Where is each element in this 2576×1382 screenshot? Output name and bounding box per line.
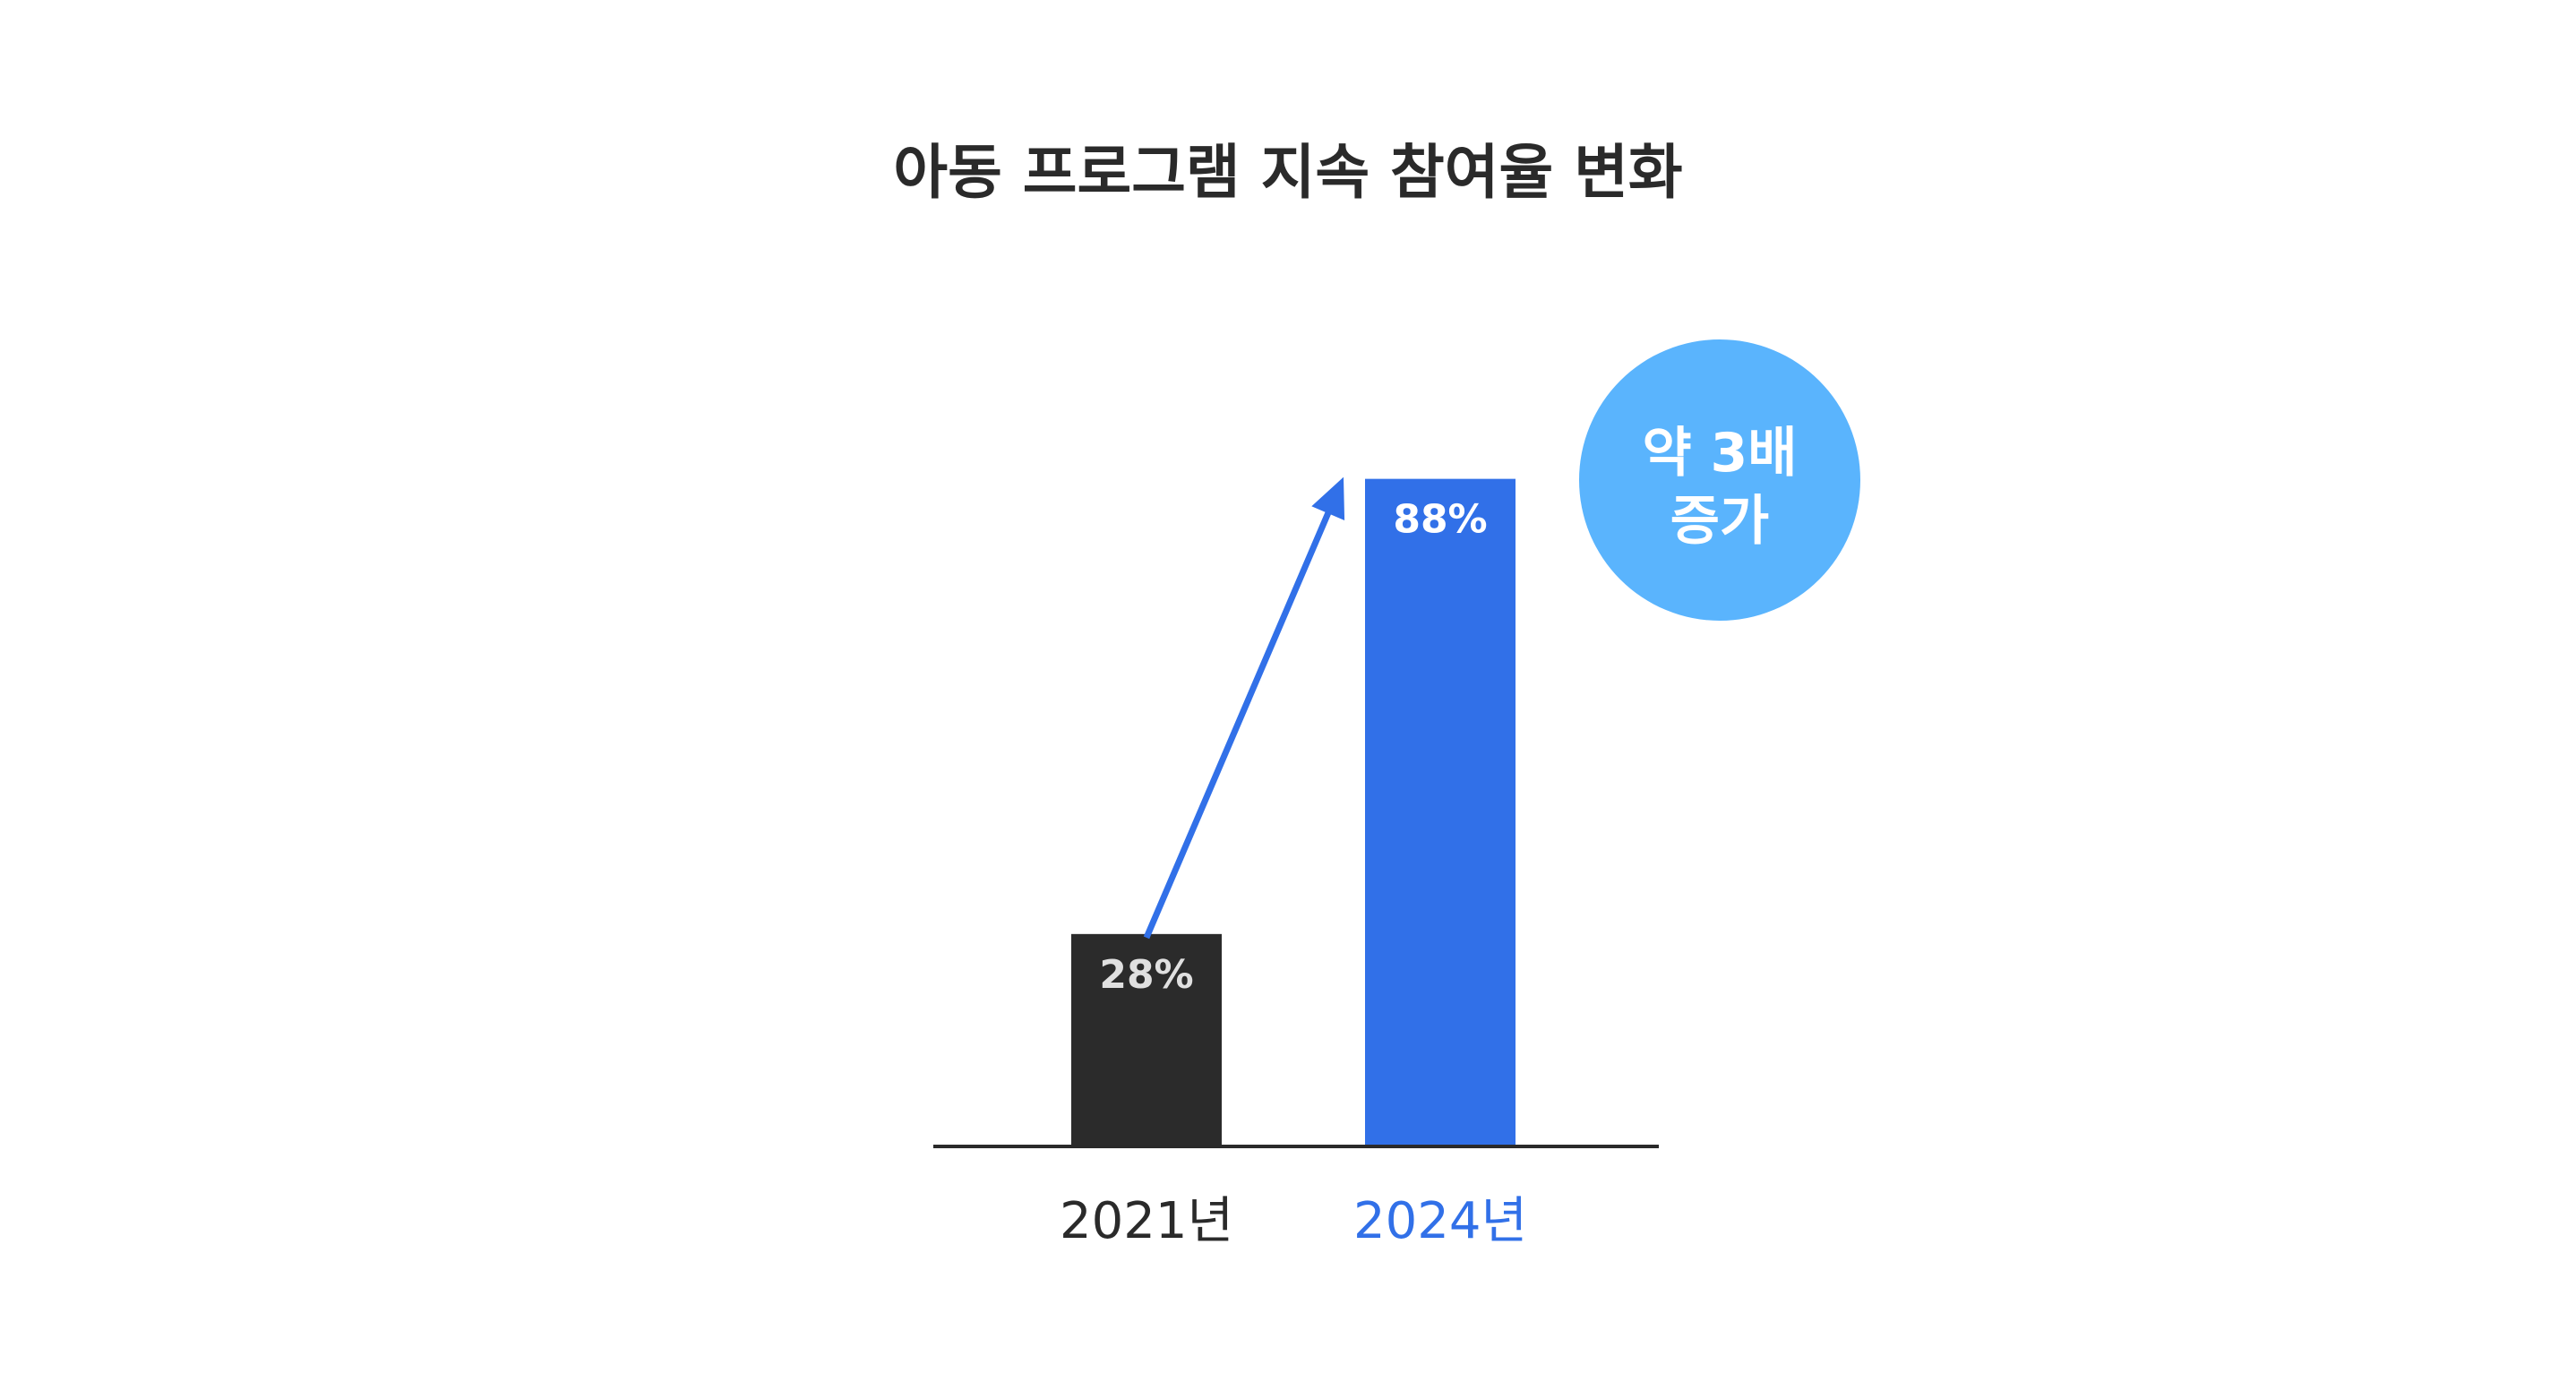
growth-badge-line-2: 증가 — [1670, 490, 1769, 553]
x-tick-2024년: 2024년 — [1353, 1192, 1527, 1250]
bar-2024년 — [1365, 478, 1516, 1146]
bar-2021년 — [1071, 933, 1222, 1146]
chart-title: 아동 프로그램 지속 참여율 변화 — [893, 138, 1682, 207]
growth-arrow — [1143, 476, 1345, 940]
growth-arrow-head — [1311, 476, 1345, 520]
growth-badge-circle — [1579, 339, 1860, 621]
data-label-2021년: 28% — [1099, 952, 1193, 998]
data-label-2024년: 88% — [1393, 497, 1487, 543]
bars-group — [1071, 478, 1516, 1146]
growth-arrow-shaft — [1143, 507, 1334, 940]
x-axis-tick-labels: 2021년 2024년 — [1060, 1192, 1527, 1250]
growth-badge: 약 3배 증가 — [1579, 339, 1860, 621]
growth-badge-line-1: 약 3배 — [1642, 422, 1797, 485]
value-labels-group: 28% 88% — [1099, 497, 1487, 998]
x-tick-2021년: 2021년 — [1060, 1192, 1233, 1250]
